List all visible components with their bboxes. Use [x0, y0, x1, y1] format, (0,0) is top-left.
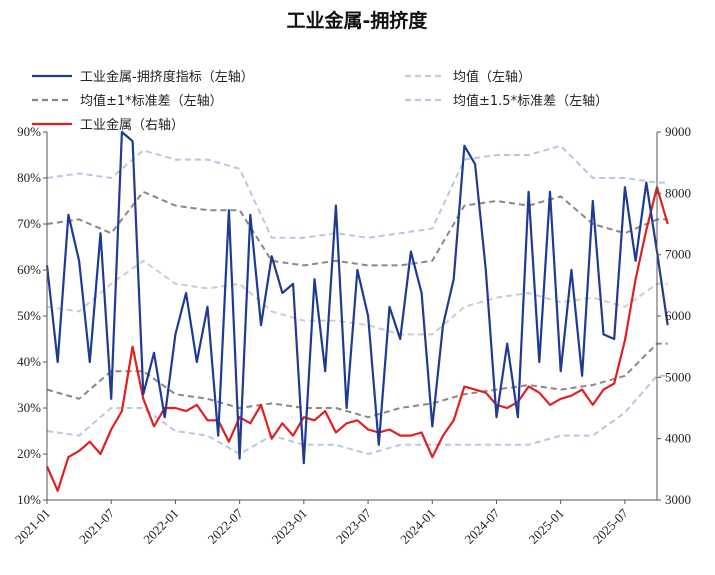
- legend-label-mean: 均值（左轴）: [453, 69, 531, 85]
- x-tick-label: 2021-07: [76, 505, 118, 547]
- y-left-tick-label: 30%: [17, 400, 41, 415]
- series-line-metal: [45, 186, 669, 492]
- x-tick-label: 2022-07: [204, 505, 246, 547]
- y-left-tick-label: 50%: [17, 308, 41, 323]
- x-tick-label: 2024-01: [397, 506, 438, 547]
- plot-area: [45, 130, 669, 492]
- chart-title: 工业金属-拥挤度: [287, 9, 429, 32]
- series-line-std1-upper: [46, 190, 668, 267]
- series-line-std1-lower: [46, 342, 668, 419]
- y-left-tick-label: 20%: [17, 446, 41, 461]
- x-tick-label: 2025-01: [526, 506, 567, 547]
- y-axis-right: 3000 4000 5000 6000 7000 8000 9000: [656, 124, 691, 507]
- x-tick-label: 2023-07: [333, 505, 375, 547]
- y-axis-left: 10% 20% 30% 40% 50% 60% 70% 80% 90%: [17, 124, 48, 507]
- y-right-tick-label: 9000: [665, 124, 691, 139]
- y-left-tick-label: 70%: [17, 216, 41, 231]
- y-right-tick-label: 7000: [665, 247, 691, 262]
- series-line-crowding: [45, 130, 669, 465]
- series-line-std15-lower: [46, 374, 668, 455]
- legend-label-metal: 工业金属（右轴）: [80, 117, 184, 133]
- y-right-tick-label: 6000: [665, 308, 691, 323]
- x-axis: 2021-01 2021-07 2022-01 2022-07 2023-01 2023-…: [12, 499, 657, 547]
- legend-label-std15: 均值±1.5*标准差（左轴）: [453, 93, 608, 109]
- y-left-tick-label: 10%: [17, 492, 41, 507]
- x-tick-label: 2023-01: [269, 506, 310, 547]
- y-right-tick-label: 3000: [665, 492, 691, 507]
- x-tick-label: 2025-07: [590, 505, 632, 547]
- series-line-std15-upper: [46, 144, 668, 239]
- chart-legend: 工业金属-拥挤度指标（左轴） 均值（左轴） 均值±1*标准差（左轴） 均值±1.5*标…: [32, 69, 608, 133]
- y-right-tick-label: 8000: [665, 185, 691, 200]
- x-tick-label: 2021-01: [12, 506, 53, 547]
- y-left-tick-label: 80%: [17, 170, 41, 185]
- y-right-tick-label: 5000: [665, 369, 691, 384]
- legend-label-crowding: 工业金属-拥挤度指标（左轴）: [80, 69, 254, 85]
- x-tick-label: 2024-07: [461, 505, 503, 547]
- y-left-tick-label: 60%: [17, 262, 41, 277]
- legend-label-std1: 均值±1*标准差（左轴）: [80, 93, 223, 109]
- y-left-tick-label: 90%: [17, 124, 41, 139]
- y-right-tick-label: 4000: [665, 431, 691, 446]
- x-tick-label: 2022-01: [140, 506, 181, 547]
- y-left-tick-label: 40%: [17, 354, 41, 369]
